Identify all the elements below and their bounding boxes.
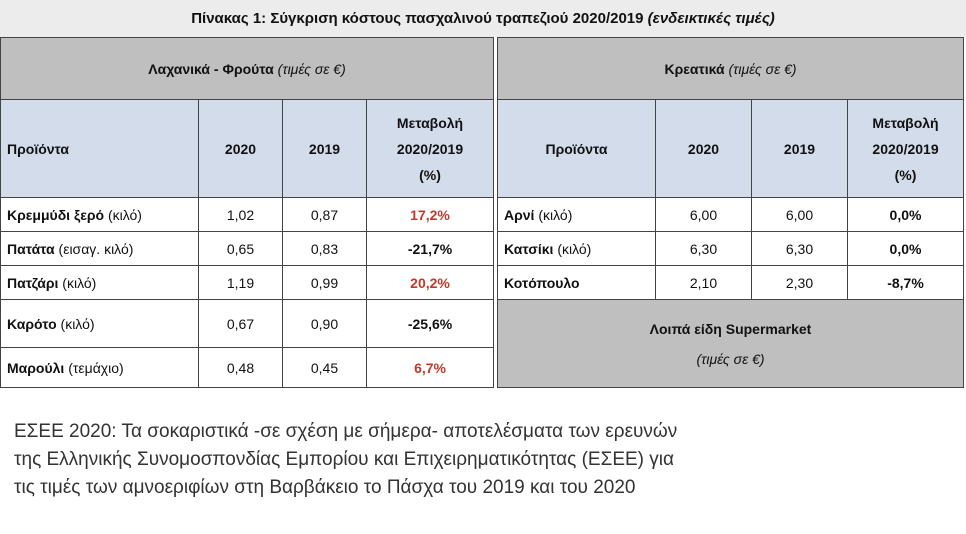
header-2020: 2020 <box>198 99 283 198</box>
supermarket-section: Λοιπά είδη Supermarket (τιμές σε €) <box>496 299 965 388</box>
product-label: Κατσίκι <box>504 240 554 257</box>
value-change: 6,7% <box>365 347 495 388</box>
product-label: Καρότο <box>7 315 57 332</box>
product-label: Μαρούλι <box>7 359 65 376</box>
header-change: Μεταβολή 2020/2019 (%) <box>365 99 495 198</box>
product-name: Μαρούλι (τεμάχιο) <box>0 347 199 388</box>
table-row: Κοτόπουλο 2,10 2,30 -8,7% <box>497 265 965 300</box>
value-change: 20,2% <box>365 265 495 300</box>
table-row: Καρότο (κιλό) 0,67 0,90 -25,6% <box>0 299 495 348</box>
header-change: Μεταβολή 2020/2019 (%) <box>846 99 965 198</box>
product-label: Κρεμμύδι ξερό <box>7 206 105 223</box>
product-name: Κοτόπουλο <box>497 265 656 300</box>
product-label: Πατάτα <box>7 240 55 257</box>
product-name: Κρεμμύδι ξερό (κιλό) <box>0 197 199 232</box>
value-2019: 0,90 <box>282 299 367 348</box>
value-2019: 0,87 <box>282 197 367 232</box>
header-2020: 2020 <box>655 99 752 198</box>
meat-section-header: Κρεατικά (τιμές σε €) <box>496 37 965 100</box>
value-2020: 2,10 <box>655 265 752 300</box>
caption-line: της Ελληνικής Συνομοσπονδίας Εμπορίου κα… <box>14 449 674 470</box>
vegetables-section-row: Λαχανικά - Φρούτα (τιμές σε €) <box>0 37 495 100</box>
vegetables-section-title: Λαχανικά - Φρούτα <box>148 60 274 77</box>
value-2019: 6,00 <box>751 197 848 232</box>
value-2020: 0,48 <box>198 347 283 388</box>
value-2019: 0,45 <box>282 347 367 388</box>
value-2020: 1,19 <box>198 265 283 300</box>
value-change: 0,0% <box>846 197 965 232</box>
table-row: Πατάτα (εισαγ. κιλό) 0,65 0,83 -21,7% <box>0 231 495 266</box>
header-change-line1: Μεταβολή <box>872 114 939 131</box>
product-unit: (τεμάχιο) <box>68 359 124 376</box>
header-product: Προϊόντα <box>497 99 656 198</box>
product-name: Αρνί (κιλό) <box>497 197 656 232</box>
vegetables-section-unit: (τιμές σε €) <box>277 60 346 77</box>
header-change-line1: Μεταβολή <box>396 114 464 131</box>
value-change: 17,2% <box>365 197 495 232</box>
product-label: Κοτόπουλο <box>504 274 580 291</box>
header-change-line2: 2020/2019 <box>396 140 464 157</box>
header-change-line3: (%) <box>894 166 917 183</box>
value-2020: 0,67 <box>198 299 283 348</box>
value-2020: 0,65 <box>198 231 283 266</box>
header-change-line2: 2020/2019 <box>872 140 939 157</box>
vegetables-header-row: Προϊόντα 2020 2019 Μεταβολή 2020/2019 (%… <box>0 99 495 198</box>
table-row: Κατσίκι (κιλό) 6,30 6,30 0,0% <box>497 231 965 266</box>
caption-line: τις τιμές των αμνοεριφίων στη Βαρβάκειο … <box>14 477 636 498</box>
product-name: Πατζάρι (κιλό) <box>0 265 199 300</box>
product-name: Πατάτα (εισαγ. κιλό) <box>0 231 199 266</box>
supermarket-unit: (τιμές σε €) <box>696 350 765 367</box>
value-2020: 1,02 <box>198 197 283 232</box>
caption: ΕΣΕΕ 2020: Τα σοκαριστικά -σε σχέση με σ… <box>14 418 954 502</box>
value-change: -25,6% <box>365 299 495 348</box>
table-row: Πατζάρι (κιλό) 1,19 0,99 20,2% <box>0 265 495 300</box>
caption-line: ΕΣΕΕ 2020: Τα σοκαριστικά -σε σχέση με σ… <box>14 421 678 442</box>
value-change: -21,7% <box>365 231 495 266</box>
supermarket-title: Λοιπά είδη Supermarket <box>649 320 812 337</box>
value-change: -8,7% <box>846 265 965 300</box>
header-change-line3: (%) <box>419 166 441 183</box>
header-product: Προϊόντα <box>0 99 199 198</box>
vegetables-table: Λαχανικά - Φρούτα (τιμές σε €) Προϊόντα … <box>0 37 495 388</box>
meat-header-row: Προϊόντα 2020 2019 Μεταβολή 2020/2019 (%… <box>497 99 965 198</box>
product-unit: (κιλό) <box>60 315 95 332</box>
vegetables-section-header: Λαχανικά - Φρούτα (τιμές σε €) <box>0 37 495 100</box>
value-2020: 6,00 <box>655 197 752 232</box>
product-unit: (κιλό) <box>107 206 142 223</box>
product-name: Κατσίκι (κιλό) <box>497 231 656 266</box>
meat-section-title: Κρεατικά <box>664 60 725 77</box>
table-row: Αρνί (κιλό) 6,00 6,00 0,0% <box>497 197 965 232</box>
value-2019: 0,99 <box>282 265 367 300</box>
table-row: Μαρούλι (τεμάχιο) 0,48 0,45 6,7% <box>0 347 495 388</box>
product-label: Πατζάρι <box>7 274 59 291</box>
table-row: Κρεμμύδι ξερό (κιλό) 1,02 0,87 17,2% <box>0 197 495 232</box>
supermarket-row: Λοιπά είδη Supermarket (τιμές σε €) <box>496 299 965 388</box>
header-2019: 2019 <box>282 99 367 198</box>
meat-section-unit: (τιμές σε €) <box>728 60 797 77</box>
header-2019: 2019 <box>751 99 848 198</box>
title-main: Πίνακας 1: Σύγκριση κόστους πασχαλινού τ… <box>191 10 644 27</box>
table-title: Πίνακας 1: Σύγκριση κόστους πασχαλινού τ… <box>0 0 966 37</box>
product-label: Αρνί <box>504 206 535 223</box>
value-2019: 2,30 <box>751 265 848 300</box>
value-2019: 6,30 <box>751 231 848 266</box>
product-unit: (κιλό) <box>538 206 573 223</box>
value-change: 0,0% <box>846 231 965 266</box>
value-2019: 0,83 <box>282 231 367 266</box>
product-unit: (εισαγ. κιλό) <box>58 240 134 257</box>
product-unit: (κιλό) <box>62 274 97 291</box>
product-unit: (κιλό) <box>557 240 592 257</box>
title-note: (ενδεικτικές τιμές) <box>647 10 775 27</box>
product-name: Καρότο (κιλό) <box>0 299 199 348</box>
meat-section-row: Κρεατικά (τιμές σε €) <box>496 37 965 100</box>
meat-table: Κρεατικά (τιμές σε €) Προϊόντα 2020 2019… <box>496 37 965 388</box>
value-2020: 6,30 <box>655 231 752 266</box>
